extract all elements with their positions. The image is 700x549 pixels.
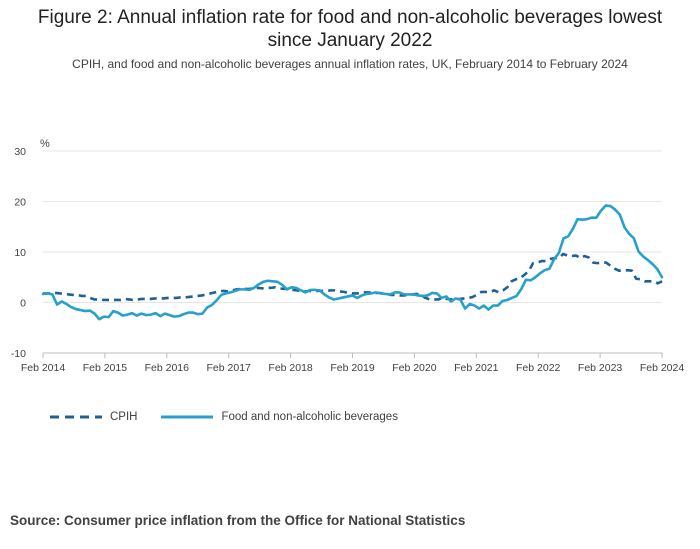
- x-tick-label: Feb 2018: [268, 362, 313, 374]
- x-tick-label: Feb 2024: [640, 362, 685, 374]
- chart-title: Figure 2: Annual inflation rate for food…: [37, 7, 663, 51]
- legend-item-food[interactable]: Food and non-alcoholic beverages: [159, 409, 398, 425]
- x-tick-label: Feb 2020: [392, 362, 437, 374]
- legend-item-cpih[interactable]: CPIH: [48, 409, 137, 425]
- series-line-cpih[interactable]: [43, 252, 663, 302]
- y-tick-label: 30: [14, 146, 26, 158]
- x-tick-label: Feb 2021: [454, 362, 499, 374]
- legend-swatch-cpih: [50, 415, 102, 419]
- chart-subtitle: CPIH, and food and non-alcoholic beverag…: [72, 57, 628, 71]
- y-tick-label: 10: [14, 247, 26, 259]
- x-tick-label: Feb 2023: [578, 362, 623, 374]
- source-note: Source: Consumer price inflation from th…: [10, 513, 466, 528]
- chart-legend: CPIH Food and non-alcoholic beverages: [48, 409, 420, 425]
- x-tick-label: Feb 2022: [516, 362, 561, 374]
- series-line-food[interactable]: [41, 204, 664, 321]
- x-tick-label: Feb 2017: [207, 362, 252, 374]
- series-layer: [41, 204, 664, 321]
- legend-label-food: Food and non-alcoholic beverages: [221, 411, 398, 423]
- y-tick-label: -10: [11, 348, 26, 360]
- legend-swatch-food: [161, 415, 214, 419]
- y-axis-unit-label: %: [40, 138, 50, 150]
- legend-label-cpih: CPIH: [110, 411, 138, 423]
- axis-layer: 30 20 10 0 -10 Feb 2014 Feb 2015 Feb 2016 Feb 20…: [11, 146, 685, 374]
- x-tick-label: Feb 2019: [330, 362, 375, 374]
- y-tick-label: 0: [20, 298, 26, 310]
- y-tick-label: 20: [14, 197, 26, 209]
- x-tick-label: Feb 2015: [83, 362, 128, 374]
- x-tick-label: Feb 2016: [145, 362, 190, 374]
- x-tick-label: Feb 2014: [21, 362, 66, 374]
- grid-layer: [43, 150, 662, 354]
